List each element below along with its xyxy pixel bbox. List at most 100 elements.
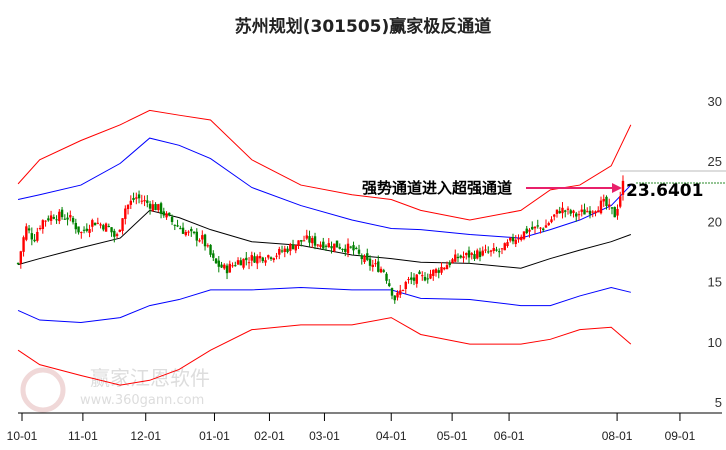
- candle-body: [27, 228, 31, 231]
- watermark-url: www.360gann.com: [80, 393, 204, 408]
- lower-inner-band: [17, 286, 631, 323]
- candle-body: [69, 215, 72, 218]
- candle-body: [137, 194, 141, 199]
- candle-body: [522, 231, 526, 239]
- arrow-head-icon: [612, 183, 622, 193]
- candle-body: [146, 200, 149, 203]
- candle-body: [341, 248, 344, 250]
- candle-body: [96, 222, 100, 224]
- candle-body: [539, 227, 542, 229]
- y-tick-label: 25: [708, 154, 722, 169]
- candle-body: [77, 226, 80, 233]
- candle-body: [588, 210, 592, 215]
- candle-body: [140, 200, 144, 202]
- candle-body: [390, 288, 394, 296]
- candle-body: [93, 222, 97, 226]
- candle-body: [580, 209, 583, 212]
- candle-body: [484, 249, 487, 251]
- candle-body: [445, 265, 449, 270]
- candle-body: [195, 231, 198, 241]
- candle-body: [371, 264, 374, 268]
- candle-body: [184, 232, 187, 236]
- candle-body: [168, 212, 171, 216]
- watermark-seal: [20, 367, 66, 413]
- candle-body: [602, 198, 605, 202]
- candle-body: [212, 253, 215, 258]
- candle-body: [223, 264, 226, 269]
- candle-body: [154, 204, 157, 211]
- candle-body: [374, 263, 377, 265]
- candle-body: [514, 239, 517, 245]
- candle-body: [569, 210, 572, 214]
- candle-body: [247, 262, 251, 264]
- candle-body: [308, 236, 311, 243]
- candle-body: [619, 196, 622, 207]
- candle-body: [41, 220, 45, 230]
- candle-body: [44, 220, 47, 222]
- candle-body: [47, 218, 50, 221]
- x-tick-label: 03-01: [309, 429, 340, 443]
- candle-body: [19, 251, 23, 264]
- candle-body: [319, 244, 322, 248]
- candle-body: [201, 235, 204, 240]
- candle-body: [379, 268, 383, 273]
- candle-body: [324, 245, 328, 247]
- x-tick-label: 06-01: [494, 429, 525, 443]
- candle-body: [344, 248, 347, 252]
- candle-body: [261, 257, 264, 262]
- upper-inner-band: [17, 137, 632, 239]
- candle-body: [517, 238, 520, 240]
- candle-body: [443, 267, 446, 270]
- candle-body: [85, 228, 89, 231]
- x-tick-label: 01-01: [199, 429, 230, 443]
- candle-body: [333, 243, 336, 252]
- candle-body: [25, 226, 28, 240]
- candle-body: [135, 197, 138, 199]
- candle-body: [586, 211, 589, 213]
- candle-body: [481, 250, 484, 256]
- candle-body: [66, 217, 69, 220]
- candle-body: [388, 283, 391, 287]
- candle-body: [264, 260, 267, 263]
- candle-body: [525, 228, 528, 234]
- candle-body: [352, 245, 355, 251]
- candle-body: [415, 274, 418, 284]
- candle-body: [151, 204, 155, 211]
- candle-body: [506, 242, 509, 247]
- candle-body: [492, 248, 495, 252]
- candle-body: [129, 200, 133, 205]
- candle-body: [305, 235, 308, 239]
- candle-body: [613, 207, 616, 218]
- candle-body: [470, 253, 473, 255]
- candle-body: [459, 255, 462, 258]
- x-tick-label: 05-01: [437, 429, 468, 443]
- candle-body: [99, 224, 102, 226]
- candle-body: [173, 224, 176, 226]
- candle-body: [338, 247, 341, 249]
- candle-body: [198, 240, 201, 242]
- candle-body: [322, 241, 325, 249]
- candle-body: [511, 237, 515, 242]
- candle-body: [393, 295, 396, 301]
- candle-body: [38, 228, 42, 230]
- candle-body: [267, 255, 270, 258]
- candle-body: [363, 256, 366, 263]
- candle-body: [104, 223, 108, 232]
- candle-body: [63, 218, 67, 220]
- candle-body: [473, 254, 476, 259]
- candle-body: [399, 290, 402, 295]
- candle-body: [412, 277, 416, 281]
- candle-body: [520, 236, 523, 240]
- y-tick-label: 15: [708, 275, 722, 290]
- candle-body: [179, 228, 182, 230]
- candle-body: [256, 256, 259, 264]
- candle-body: [55, 219, 58, 221]
- candle-body: [234, 265, 237, 267]
- candle-body: [283, 248, 286, 252]
- candle-body: [536, 225, 539, 227]
- candle-body: [495, 249, 498, 251]
- candle-body: [294, 244, 297, 251]
- candle-body: [553, 214, 556, 217]
- candle-body: [30, 233, 34, 240]
